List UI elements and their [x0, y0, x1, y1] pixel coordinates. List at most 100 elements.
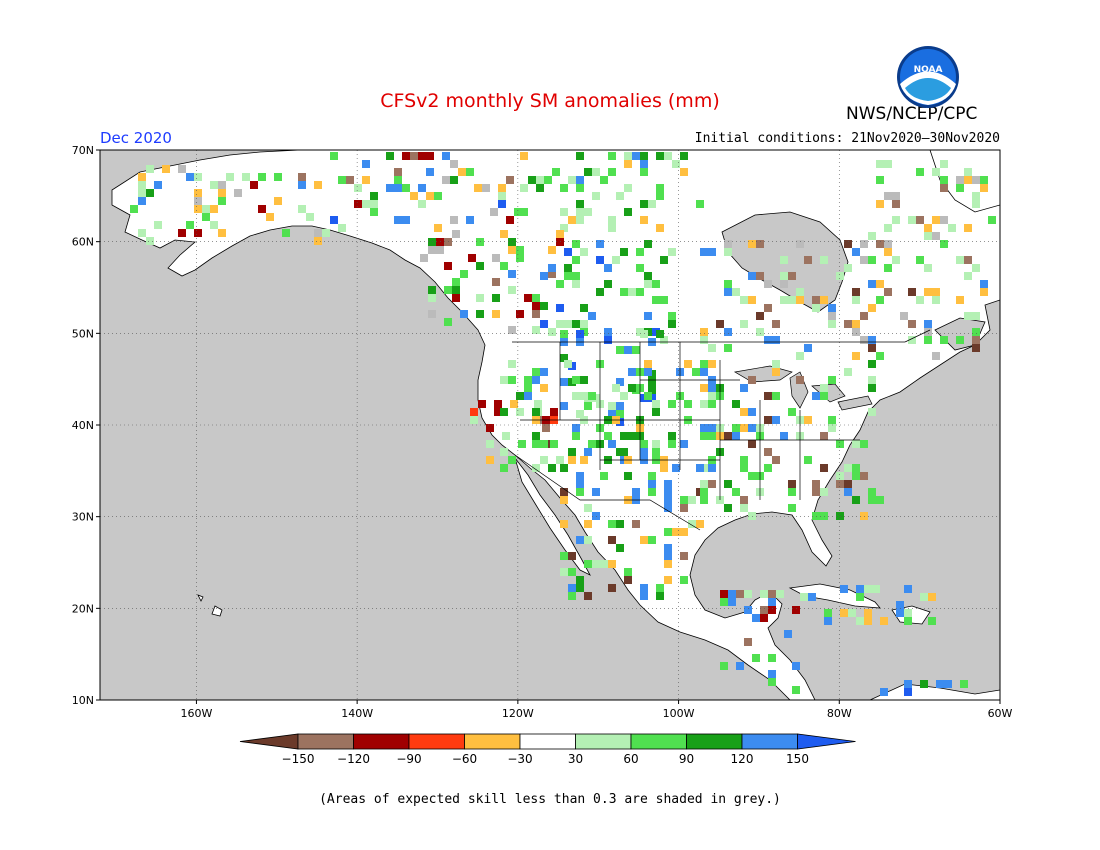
anomaly-cell: [740, 496, 748, 504]
anomaly-cell: [498, 192, 506, 200]
anomaly-cell: [688, 520, 696, 528]
anomaly-cell: [580, 456, 588, 464]
anomaly-cell: [492, 294, 500, 302]
anomaly-cell: [828, 304, 836, 312]
anomaly-cell: [616, 544, 624, 552]
anomaly-cell: [684, 360, 692, 368]
anomaly-cell: [804, 456, 812, 464]
anomaly-cell: [740, 464, 748, 472]
anomaly-cell: [940, 176, 948, 184]
anomaly-cell: [576, 584, 584, 592]
anomaly-cell: [756, 328, 764, 336]
anomaly-cell: [876, 296, 884, 304]
anomaly-cell: [788, 272, 796, 280]
anomaly-cell: [748, 296, 756, 304]
anomaly-cell: [884, 240, 892, 248]
anomaly-cell: [632, 346, 640, 354]
anomaly-cell: [564, 360, 572, 368]
anomaly-cell: [540, 272, 548, 280]
anomaly-cell: [660, 464, 668, 472]
anomaly-cell: [572, 424, 580, 432]
anomaly-cell: [282, 229, 290, 237]
anomaly-cell: [656, 152, 664, 160]
anomaly-cell: [720, 598, 728, 606]
anomaly-cell: [876, 200, 884, 208]
anomaly-cell: [664, 552, 672, 560]
anomaly-cell: [856, 593, 864, 601]
anomaly-cell: [584, 448, 592, 456]
anomaly-cell: [664, 544, 672, 552]
anomaly-cell: [576, 176, 584, 184]
anomaly-cell: [576, 152, 584, 160]
anomaly-cell: [644, 392, 652, 400]
anomaly-cell: [138, 173, 146, 181]
anomaly-cell: [924, 264, 932, 272]
anomaly-cell: [338, 224, 346, 232]
anomaly-cell: [572, 272, 580, 280]
anomaly-cell: [616, 520, 624, 528]
anomaly-cell: [572, 392, 580, 400]
forecast-month: Dec 2020: [100, 129, 172, 147]
anomaly-cell: [964, 256, 972, 264]
anomaly-cell: [242, 173, 250, 181]
anomaly-cell: [560, 184, 568, 192]
anomaly-cell: [568, 584, 576, 592]
anomaly-cell: [426, 168, 434, 176]
anomaly-cell: [588, 312, 596, 320]
anomaly-cell: [532, 294, 540, 302]
anomaly-cell: [656, 330, 664, 338]
anomaly-cell: [560, 354, 568, 362]
anomaly-cell: [154, 221, 162, 229]
anomaly-cell: [226, 173, 234, 181]
anomaly-cell: [736, 590, 744, 598]
anomaly-cell: [980, 184, 988, 192]
anomaly-cell: [572, 256, 580, 264]
anomaly-cell: [616, 378, 624, 386]
anomaly-cell: [482, 184, 490, 192]
anomaly-cell: [796, 352, 804, 360]
anomaly-cell: [904, 585, 912, 593]
anomaly-cell: [202, 213, 210, 221]
anomaly-cell: [972, 328, 980, 336]
anomaly-cell: [486, 440, 494, 448]
anomaly-cell: [624, 152, 632, 160]
anomaly-cell: [856, 585, 864, 593]
colorbar-bin: [297, 733, 354, 750]
anomaly-cell: [250, 181, 258, 189]
anomaly-cell: [932, 352, 940, 360]
anomaly-cell: [732, 288, 740, 296]
anomaly-cell: [700, 496, 708, 504]
anomaly-cell: [768, 606, 776, 614]
anomaly-cell: [668, 248, 676, 256]
anomaly-cell: [788, 480, 796, 488]
anomaly-cell: [502, 432, 510, 440]
anomaly-cell: [684, 400, 692, 408]
anomaly-cell: [210, 205, 218, 213]
anomaly-cell: [580, 392, 588, 400]
anomaly-cell: [552, 168, 560, 176]
anomaly-cell: [560, 330, 568, 338]
anomaly-cell: [218, 229, 226, 237]
anomaly-cell: [476, 310, 484, 318]
anomaly-cell: [732, 432, 740, 440]
anomaly-cell: [138, 229, 146, 237]
anomaly-cell: [868, 256, 876, 264]
lat-tick-label: 30N: [72, 511, 94, 524]
anomaly-cell: [624, 208, 632, 216]
anomaly-cell: [426, 192, 434, 200]
anomaly-cell: [672, 528, 680, 536]
anomaly-cell: [568, 568, 576, 576]
anomaly-cell: [494, 408, 502, 416]
anomaly-cells: [130, 152, 996, 696]
anomaly-cell: [604, 336, 612, 344]
anomaly-cell: [518, 440, 526, 448]
lat-tick-label: 60N: [72, 236, 94, 249]
anomaly-cell: [812, 304, 820, 312]
anomaly-cell: [812, 512, 820, 520]
anomaly-cell: [812, 296, 820, 304]
anomaly-cell: [428, 286, 436, 294]
anomaly-cell: [924, 232, 932, 240]
anomaly-cell: [154, 181, 162, 189]
anomaly-cell: [540, 320, 548, 328]
anomaly-cell: [584, 520, 592, 528]
